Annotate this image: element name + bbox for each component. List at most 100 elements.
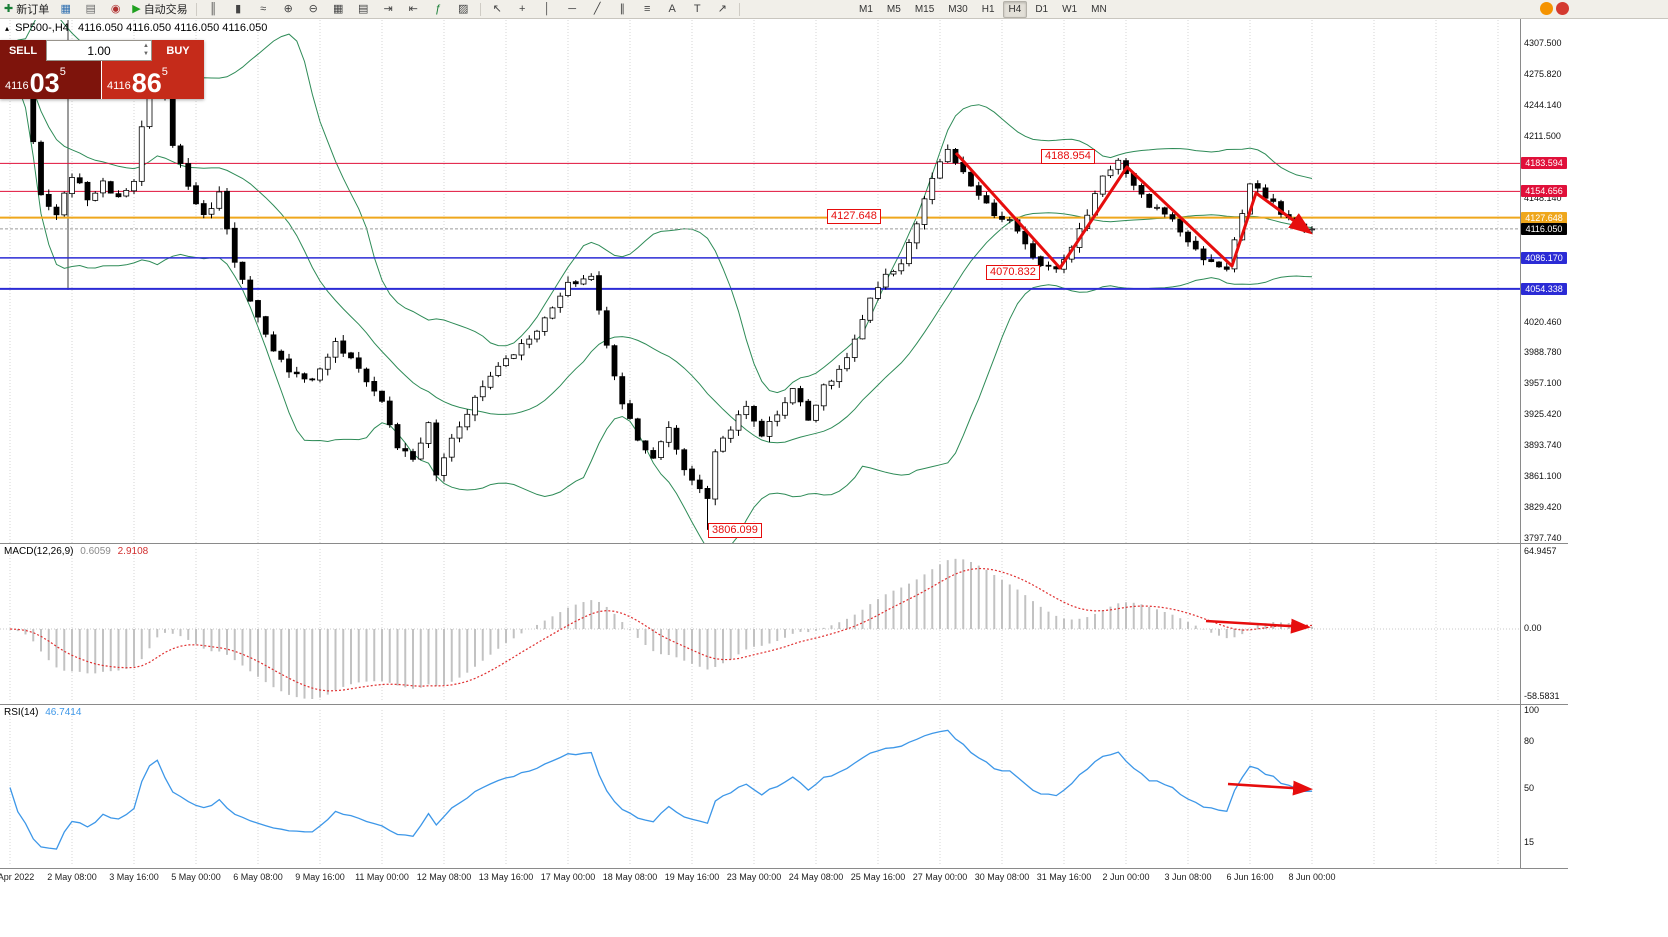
text-icon: A — [668, 2, 676, 15]
channel-button[interactable]: ∥ — [611, 0, 634, 18]
price-annotation[interactable]: 4070.832 — [986, 265, 1040, 280]
line-chart-button[interactable]: ≈ — [252, 0, 275, 18]
one-click-collapse-icon[interactable]: ▴ — [5, 24, 10, 33]
candle-body — [991, 202, 998, 217]
buy-button[interactable]: BUY — [152, 40, 204, 61]
level-price-badge: 4127.648 — [1521, 211, 1567, 224]
candle-body — [1270, 198, 1277, 202]
price-annotation[interactable]: 3806.099 — [708, 523, 762, 538]
timeframe-m15-button[interactable]: M15 — [914, 4, 935, 15]
buy-price-display[interactable]: 4116 86 5 — [102, 61, 204, 99]
chart-window-icon: ▦ — [60, 2, 71, 15]
candle-body — [1037, 256, 1044, 267]
candle-body — [278, 350, 285, 360]
autotrading-icon: ▶ — [132, 2, 141, 15]
zoom-in-button[interactable]: ⊕ — [277, 0, 300, 18]
time-axis-label: 27 May 00:00 — [912, 872, 968, 882]
macd-signal-value: 2.9108 — [117, 546, 149, 557]
alert-sound-icon: ◉ — [110, 2, 121, 15]
vertical-line-button[interactable]: │ — [536, 0, 559, 18]
text-label-button[interactable]: T — [686, 0, 709, 18]
trendline-icon: ╱ — [593, 2, 601, 15]
text-button[interactable]: A — [661, 0, 684, 18]
candle-body — [549, 307, 556, 319]
candle-body — [433, 422, 440, 476]
alert-sound-button[interactable]: ◉ — [104, 0, 127, 18]
templates-button[interactable]: ▨ — [452, 0, 475, 18]
chart-shift-button[interactable]: ⇤ — [402, 0, 425, 18]
zoom-in-icon: ⊕ — [283, 2, 293, 15]
candle-body — [355, 357, 362, 369]
candle-body — [479, 386, 486, 398]
sell-button[interactable]: SELL — [0, 40, 46, 61]
price-annotation[interactable]: 4127.648 — [827, 209, 881, 224]
candle-body — [100, 180, 106, 194]
price-annotation[interactable]: 4188.954 — [1041, 149, 1095, 164]
time-axis-label: 30 May 08:00 — [974, 872, 1030, 882]
horizontal-line-button[interactable]: ─ — [561, 0, 584, 18]
candle-body — [518, 343, 525, 356]
time-axis-separator — [0, 868, 1568, 869]
timeframe-m1-button[interactable]: M1 — [859, 4, 873, 15]
templates-icon: ▨ — [457, 2, 469, 15]
macd-panel — [0, 558, 1520, 699]
chart-window-button[interactable]: ▦ — [54, 0, 77, 18]
bar-chart-button[interactable]: ║ — [202, 0, 225, 18]
text-label-icon: T — [693, 2, 701, 15]
chart-shift-icon: ⇤ — [408, 2, 418, 15]
sell-price-sup: 5 — [59, 66, 66, 78]
macd-axis-label: 0.00 — [1524, 623, 1542, 633]
macd-panel-separator[interactable] — [0, 543, 1568, 544]
trendline-button[interactable]: ╱ — [586, 0, 609, 18]
candle-body — [1200, 248, 1207, 261]
crosshair-button[interactable]: + — [511, 0, 534, 18]
chart-canvas[interactable] — [0, 18, 1668, 890]
candle-body — [510, 354, 517, 359]
price-axis-tick: 4307.500 — [1524, 38, 1562, 48]
cursor-button[interactable]: ↖ — [486, 0, 509, 18]
candle-body — [774, 414, 781, 422]
tile-windows-button[interactable]: ▦ — [327, 0, 350, 18]
cascade-windows-button[interactable]: ▤ — [352, 0, 375, 18]
timeframe-h4-button[interactable]: H4 — [1002, 1, 1028, 18]
volume-input[interactable]: 1.00 ▲ ▼ — [46, 40, 152, 61]
trend-zigzag-arrow[interactable] — [954, 151, 1313, 270]
candle-body — [1254, 183, 1261, 189]
fibonacci-button[interactable]: ≡ — [636, 0, 659, 18]
chart-symbol-period: SP500-,H4 — [15, 22, 69, 34]
candle-body — [642, 440, 649, 451]
sell-price-display[interactable]: 4116 03 5 — [0, 61, 102, 99]
notification-icon[interactable] — [1540, 2, 1553, 15]
price-axis-tick: 3893.740 — [1524, 439, 1562, 450]
rsi-trend-arrow[interactable] — [1227, 780, 1313, 796]
candlestick-chart-button[interactable]: ▮ — [227, 0, 250, 18]
indicators-button[interactable]: ƒ — [427, 0, 450, 18]
volume-down-icon[interactable]: ▼ — [143, 51, 149, 57]
candle-body — [689, 468, 695, 481]
profiles-button[interactable]: ▤ — [79, 0, 102, 18]
connection-status-icon[interactable] — [1556, 2, 1569, 15]
candle-body — [1154, 206, 1160, 209]
zoom-out-button[interactable]: ⊖ — [302, 0, 325, 18]
macd-trend-arrow[interactable] — [1205, 618, 1311, 634]
candle-body — [627, 403, 633, 419]
autotrading-button[interactable]: ▶ 自动交易 — [129, 0, 190, 18]
timeframe-m30-button[interactable]: M30 — [948, 4, 968, 15]
toolbar-separator — [738, 2, 740, 16]
rsi-axis-label: 50 — [1524, 782, 1535, 793]
time-axis-label: 12 May 08:00 — [416, 872, 472, 882]
timeframe-d1-button[interactable]: D1 — [1035, 4, 1049, 15]
timeframe-m5-button[interactable]: M5 — [886, 4, 901, 15]
rsi-panel-separator[interactable] — [0, 704, 1568, 705]
timeframe-w1-button[interactable]: W1 — [1062, 4, 1078, 15]
candle-body — [123, 189, 130, 197]
candle-body — [968, 171, 974, 187]
auto-scroll-button[interactable]: ⇥ — [377, 0, 400, 18]
arrow-tool-button[interactable]: ↗ — [711, 0, 734, 18]
timeframe-mn-button[interactable]: MN — [1091, 4, 1107, 15]
volume-up-icon[interactable]: ▲ — [143, 43, 149, 49]
candle-body — [813, 404, 819, 421]
autotrading-label: 自动交易 — [143, 4, 188, 16]
new-order-button[interactable]: ✚ 新订单 — [1, 0, 52, 18]
timeframe-h1-button[interactable]: H1 — [981, 4, 995, 15]
